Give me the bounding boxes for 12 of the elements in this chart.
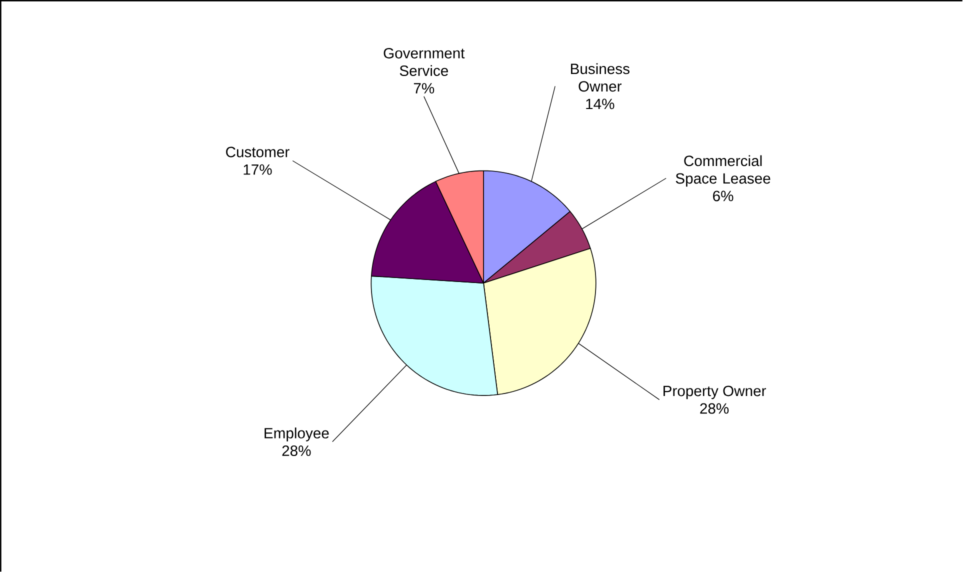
data-label: 17% [244, 164, 272, 175]
data-label: 28% [282, 445, 311, 456]
slice-label: Commercial Space Leasee [676, 155, 770, 186]
slice-label: Property Owner [664, 386, 766, 399]
data-label: 28% [700, 403, 729, 414]
data-label: 14% [586, 98, 614, 110]
slice-label: Business Owner [571, 63, 630, 92]
data-label: 7% [414, 82, 434, 94]
data-label: 6% [713, 190, 734, 202]
slice-label: Customer [226, 146, 290, 158]
slice-label: Employee [264, 427, 329, 442]
slice-label: Government Service [384, 48, 465, 76]
